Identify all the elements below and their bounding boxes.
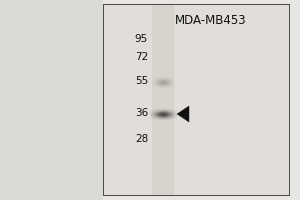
Polygon shape: [177, 106, 189, 122]
Text: 28: 28: [135, 134, 148, 144]
Text: 36: 36: [135, 108, 148, 118]
Text: MDA-MB453: MDA-MB453: [175, 14, 247, 27]
Text: 95: 95: [135, 34, 148, 44]
Text: 72: 72: [135, 52, 148, 62]
Text: 55: 55: [135, 76, 148, 86]
